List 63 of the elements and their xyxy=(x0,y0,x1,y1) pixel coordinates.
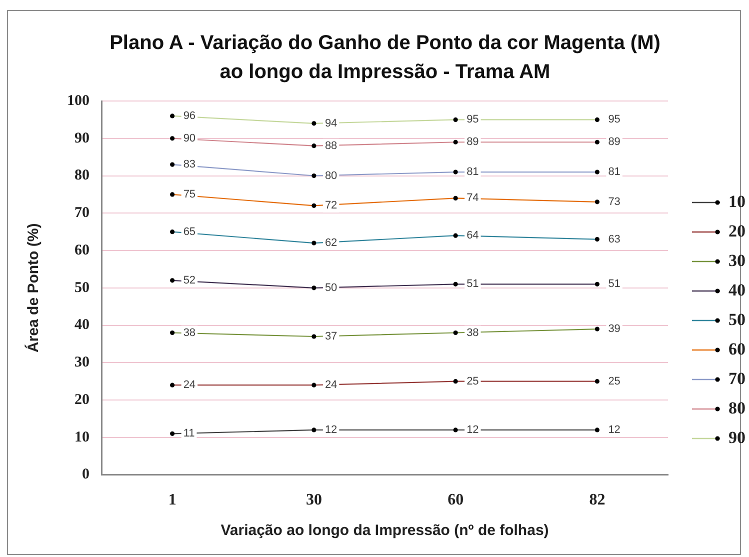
data-label: 38 xyxy=(183,326,196,339)
data-label: 95 xyxy=(466,114,479,126)
data-label: 96 xyxy=(183,110,196,122)
data-label: 81 xyxy=(608,166,620,178)
x-axis-title: Variação ao longo da Impressão (nº de folhas) xyxy=(220,522,549,540)
legend-label: 80 xyxy=(728,398,746,418)
legend-label: 40 xyxy=(728,280,746,300)
data-label: 12 xyxy=(608,424,620,436)
x-tick-label: 1 xyxy=(168,492,176,509)
y-axis-title: Área de Ponto (%) xyxy=(24,223,42,352)
y-tick-label: 40 xyxy=(74,317,90,334)
data-label: 90 xyxy=(183,132,196,144)
data-label: 51 xyxy=(466,278,479,290)
y-tick-label: 20 xyxy=(74,392,90,408)
legend-label: 20 xyxy=(728,221,746,240)
data-label: 64 xyxy=(466,230,479,242)
data-label: 74 xyxy=(466,192,479,204)
x-tick-label: 82 xyxy=(589,492,606,509)
data-label: 38 xyxy=(466,326,479,339)
data-label: 94 xyxy=(324,117,338,130)
data-label: 95 xyxy=(608,114,620,126)
data-label: 89 xyxy=(466,136,479,148)
y-tick-label: 10 xyxy=(74,429,90,446)
data-label: 24 xyxy=(183,379,196,392)
data-label: 11 xyxy=(183,428,195,440)
data-label: 89 xyxy=(608,136,620,148)
data-label: 63 xyxy=(608,233,620,246)
y-tick-label: 90 xyxy=(74,130,90,146)
y-tick-label: 100 xyxy=(67,92,90,109)
data-label: 39 xyxy=(608,323,620,336)
y-tick-label: 80 xyxy=(74,168,90,184)
data-label: 88 xyxy=(324,140,338,152)
data-label: 52 xyxy=(183,274,196,286)
legend-label: 30 xyxy=(728,250,746,270)
data-label: 25 xyxy=(608,375,620,388)
legend-label: 10 xyxy=(728,192,746,211)
x-tick-label: 30 xyxy=(306,492,322,509)
data-label: 65 xyxy=(183,226,196,238)
x-tick-label: 60 xyxy=(448,492,464,509)
data-label: 62 xyxy=(324,237,338,250)
y-tick-label: 50 xyxy=(74,280,90,296)
data-label: 12 xyxy=(324,424,338,436)
legend-label: 90 xyxy=(728,428,746,447)
data-label: 37 xyxy=(324,330,338,343)
data-label: 75 xyxy=(183,188,196,200)
y-tick-label: 0 xyxy=(82,466,90,483)
y-tick-label: 70 xyxy=(74,205,90,222)
data-label: 25 xyxy=(466,375,479,388)
data-label: 51 xyxy=(608,278,620,290)
legend-label: 60 xyxy=(728,339,746,358)
data-label: 50 xyxy=(324,282,338,294)
legend-label: 70 xyxy=(728,368,746,388)
data-label: 12 xyxy=(466,424,479,436)
data-label: 80 xyxy=(324,170,338,182)
data-label: 73 xyxy=(608,196,620,208)
chart-title: Plano A - Variação do Ganho de Ponto da cor Magenta (M) ao longo da Impressão - Trama AM xyxy=(108,31,662,85)
data-label: 24 xyxy=(324,379,338,392)
y-tick-label: 60 xyxy=(74,242,90,258)
data-label: 83 xyxy=(183,158,196,171)
legend-label: 50 xyxy=(728,310,746,329)
y-tick-label: 30 xyxy=(74,354,90,371)
data-label: 72 xyxy=(324,200,338,212)
data-label: 81 xyxy=(466,166,479,178)
